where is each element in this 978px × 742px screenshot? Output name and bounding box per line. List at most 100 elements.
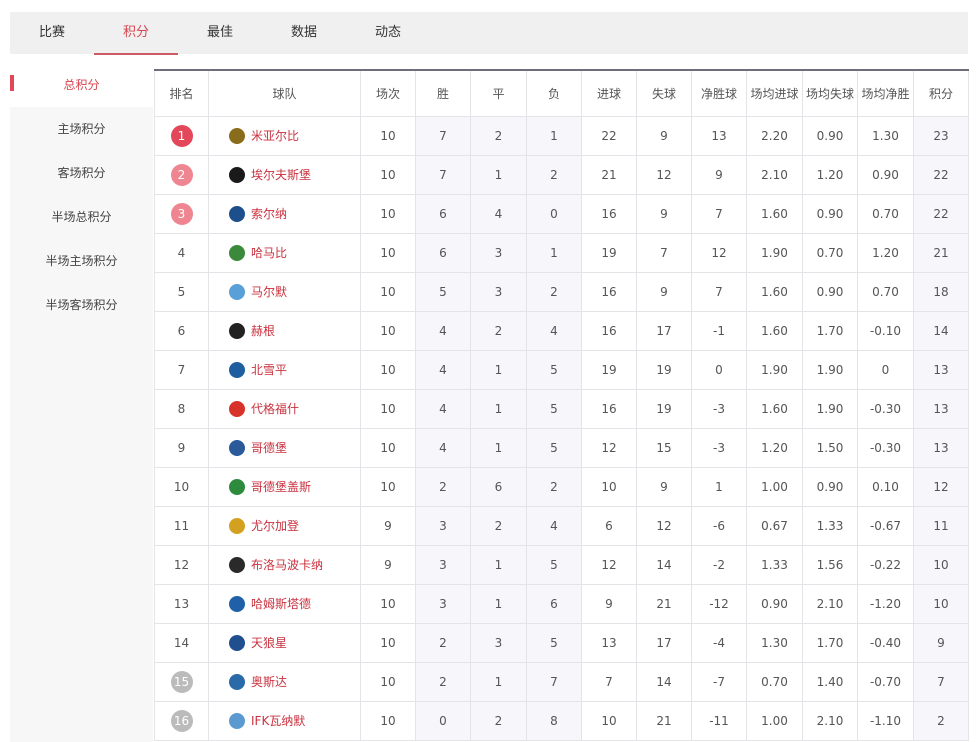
team-logo-icon xyxy=(229,634,245,651)
cell: 1 xyxy=(526,232,582,273)
cell: 赫根 xyxy=(208,310,361,351)
cell: 10 xyxy=(360,583,416,624)
column-header: 排名 xyxy=(154,69,209,117)
sidebar-item-2[interactable]: 客场积分 xyxy=(57,166,106,180)
cell: 15 xyxy=(636,427,692,468)
column-header: 失球 xyxy=(636,69,692,117)
table-row: 7 北雪平 10 4 1 5 19 19 0 1.90 1.90 0 13 xyxy=(154,349,969,390)
team-link[interactable]: IFK瓦纳默 xyxy=(251,714,306,728)
cell: 22 xyxy=(913,193,969,234)
team-link[interactable]: 奥斯达 xyxy=(251,675,288,689)
team-link[interactable]: 哈马比 xyxy=(251,246,288,260)
team-link[interactable]: 天狼星 xyxy=(251,636,288,650)
team-link[interactable]: 北雪平 xyxy=(251,363,288,377)
team-logo-icon xyxy=(229,400,245,417)
table-row: 15 奥斯达 10 2 1 7 7 14 -7 0.70 1.40 -0.70 7 xyxy=(154,661,969,702)
table-row: 6 赫根 10 4 2 4 16 17 -1 1.60 1.70 -0.10 14 xyxy=(154,310,969,351)
cell: 1 xyxy=(691,466,747,507)
cell: 0.67 xyxy=(746,505,803,546)
cell: 9 xyxy=(581,583,637,624)
cell: 9 xyxy=(360,505,416,546)
team-link[interactable]: 埃尔夫斯堡 xyxy=(251,168,312,182)
cell: 5 xyxy=(526,349,582,390)
cell: 马尔默 xyxy=(208,271,361,312)
team-link[interactable]: 索尔纳 xyxy=(251,207,288,221)
cell: 0.70 xyxy=(857,193,914,234)
cell: 0.10 xyxy=(857,466,914,507)
cell: 13 xyxy=(581,622,637,663)
sidebar-item-3[interactable]: 半场总积分 xyxy=(51,210,112,224)
cell: 6 xyxy=(415,193,471,234)
table-row: 5 马尔默 10 5 3 2 16 9 7 1.60 0.90 0.70 18 xyxy=(154,271,969,312)
tab-0[interactable]: 比赛 xyxy=(38,25,65,40)
cell: 6 xyxy=(154,310,209,351)
team-logo-icon xyxy=(229,166,245,183)
cell: 5 xyxy=(415,271,471,312)
cell: 4 xyxy=(415,427,471,468)
team-link[interactable]: 哥德堡盖斯 xyxy=(251,480,312,494)
cell: 1 xyxy=(470,661,527,702)
team-link[interactable]: 布洛马波卡纳 xyxy=(251,558,324,572)
cell: 1.90 xyxy=(746,232,803,273)
cell: 10 xyxy=(581,700,637,741)
table-row: 10 哥德堡盖斯 10 2 6 2 10 9 1 1.00 0.90 0.10 12 xyxy=(154,466,969,507)
cell: 8 xyxy=(526,700,582,741)
cell: -0.40 xyxy=(857,622,914,663)
sidebar: 总积分主场积分客场积分半场总积分半场主场积分 半场客场积分 xyxy=(10,63,153,742)
cell: -11 xyxy=(691,700,747,741)
cell: 1.60 xyxy=(746,271,803,312)
tab-1[interactable]: 积分 xyxy=(94,12,178,55)
table-row: 16 IFK瓦纳默 10 0 2 8 10 21 -11 1.00 2.10 -1.10 2 xyxy=(154,700,969,741)
cell: 3 xyxy=(470,622,527,663)
cell: 0.70 xyxy=(802,232,858,273)
cell: 1.20 xyxy=(746,427,803,468)
header-row: 排名 球队 场次胜平负进球 失球 净胜球 场均进球 场均失球 场均净胜 积分 xyxy=(154,69,969,117)
cell: 10 xyxy=(581,466,637,507)
team-link[interactable]: 赫根 xyxy=(251,324,276,338)
sidebar-item-5[interactable]: 半场客场积分 xyxy=(45,298,118,312)
sidebar-item-0[interactable]: 总积分 xyxy=(10,63,153,107)
cell: 12 xyxy=(636,505,692,546)
tab-3[interactable]: 数据 xyxy=(290,25,317,40)
cell: 14 xyxy=(913,310,969,351)
cell: 3 xyxy=(415,505,471,546)
cell: 11 xyxy=(154,505,209,546)
tab-4[interactable]: 动态 xyxy=(374,25,401,40)
cell: 9 xyxy=(636,193,692,234)
team-link[interactable]: 代格福什 xyxy=(251,402,300,416)
table-row: 14 天狼星 10 2 3 5 13 17 -4 1.30 1.70 -0.40 9 xyxy=(154,622,969,663)
cell: -2 xyxy=(691,544,747,585)
cell: 10 xyxy=(360,271,416,312)
team-link[interactable]: 尤尔加登 xyxy=(251,519,300,533)
column-header: 场均进球 xyxy=(746,69,803,117)
sidebar-item-4[interactable]: 半场主场积分 xyxy=(45,254,118,268)
team-link[interactable]: 马尔默 xyxy=(251,285,288,299)
cell: 9 xyxy=(691,154,747,195)
cell: 索尔纳 xyxy=(208,193,361,234)
cell: -3 xyxy=(691,427,747,468)
column-header: 净胜球 xyxy=(691,69,747,117)
cell: 2.10 xyxy=(746,154,803,195)
team-logo-icon xyxy=(229,595,245,612)
cell: -7 xyxy=(691,661,747,702)
cell: 1.30 xyxy=(857,115,914,156)
team-link[interactable]: 米亚尔比 xyxy=(251,129,300,143)
cell: 2 xyxy=(415,661,471,702)
column-header: 进球 xyxy=(581,69,637,117)
cell: 5 xyxy=(526,388,582,429)
team-link[interactable]: 哈姆斯塔德 xyxy=(251,597,312,611)
cell: 6 xyxy=(526,583,582,624)
team-link[interactable]: 哥德堡 xyxy=(251,441,288,455)
tab-2[interactable]: 最佳 xyxy=(206,25,233,40)
cell: 北雪平 xyxy=(208,349,361,390)
cell: 3 xyxy=(154,193,209,234)
cell: 9 xyxy=(636,271,692,312)
cell: 4 xyxy=(415,388,471,429)
cell: 4 xyxy=(526,310,582,351)
cell: 12 xyxy=(691,232,747,273)
cell: 2 xyxy=(470,505,527,546)
sidebar-item-1[interactable]: 主场积分 xyxy=(57,122,106,136)
cell: 0.90 xyxy=(802,193,858,234)
cell: 10 xyxy=(913,544,969,585)
cell: 10 xyxy=(360,700,416,741)
